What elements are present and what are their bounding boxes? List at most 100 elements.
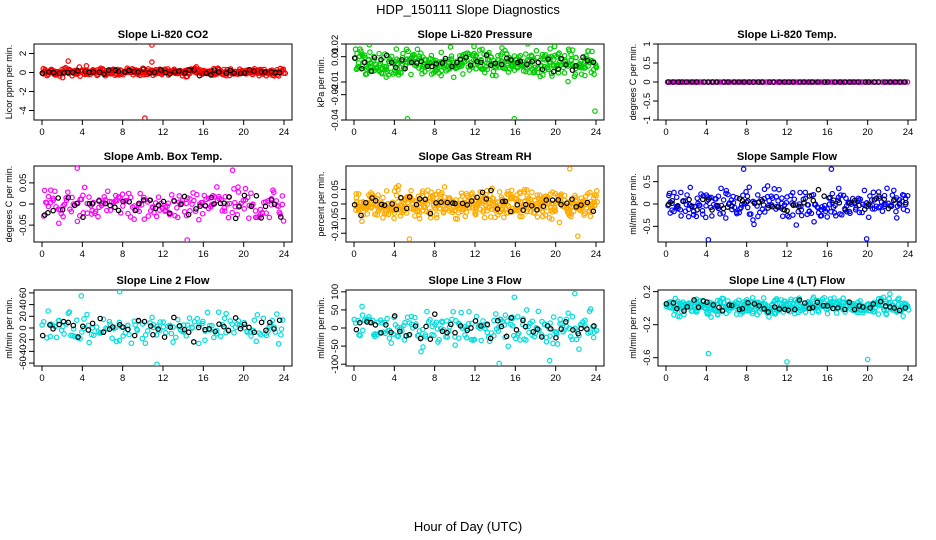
outlier-point: [828, 166, 835, 172]
hourly-point: [806, 79, 812, 85]
hourly-point: [865, 79, 872, 85]
hourly-point: [427, 336, 434, 342]
data-point: [479, 46, 485, 53]
hourly-point: [416, 196, 423, 202]
y-tick-label: -40: [18, 345, 29, 359]
outlier-point: [566, 166, 573, 172]
hourly-point: [771, 304, 778, 310]
hourly-point: [759, 79, 765, 85]
hourly-point: [468, 198, 475, 204]
hourly-point: [558, 55, 564, 62]
data-point: [134, 327, 141, 333]
data-point: [221, 315, 228, 322]
data-point: [496, 324, 502, 330]
data-point: [542, 57, 548, 63]
data-point: [427, 317, 433, 323]
data-point: [568, 51, 574, 58]
hourly-point: [710, 302, 717, 308]
hourly-point: [832, 79, 838, 85]
outlier-point: [511, 115, 518, 120]
hourly-point: [262, 69, 268, 75]
y-tick-label: -2: [18, 87, 29, 95]
hourly-point: [686, 196, 692, 203]
x-tick-label: 24: [591, 127, 602, 138]
data-point: [119, 191, 126, 197]
y-tick-label: -0.2: [642, 317, 653, 333]
x-tick-label: 20: [238, 249, 249, 260]
data-point: [824, 214, 831, 220]
panel-title: Slope Li-820 Pressure: [418, 29, 533, 41]
hourly-point: [870, 301, 877, 307]
hourly-point: [479, 189, 486, 196]
data-point: [126, 331, 132, 338]
hourly-point: [276, 69, 283, 76]
x-tick-label: 20: [862, 249, 873, 260]
hourly-point: [361, 59, 368, 66]
hourly-point: [422, 196, 429, 203]
data-point: [750, 217, 756, 223]
data-point: [86, 339, 92, 346]
data-point: [693, 309, 700, 315]
hourly-point: [85, 327, 92, 333]
hourly-point: [96, 69, 103, 76]
hourly-point: [736, 79, 742, 85]
y-tick-label: 0.5: [642, 56, 653, 69]
data-point: [868, 197, 875, 203]
hourly-point: [431, 311, 438, 317]
data-point: [421, 68, 428, 75]
data-point: [476, 47, 483, 53]
data-point: [61, 201, 68, 208]
data-point: [490, 195, 497, 202]
data-point: [414, 46, 421, 53]
data-point: [248, 190, 254, 197]
panel-title: Slope Line 2 Flow: [117, 275, 210, 287]
y-tick-label: 0.01: [330, 47, 341, 66]
data-point: [471, 336, 478, 343]
hourly-point: [263, 327, 269, 334]
hourly-point: [483, 52, 490, 59]
panel-title: Slope Li-820 CO2: [118, 29, 208, 41]
data-point: [175, 316, 181, 323]
hourly-point: [508, 57, 514, 63]
data-point: [808, 210, 815, 217]
hourly-point: [155, 326, 161, 332]
hourly-point: [412, 323, 419, 329]
hourly-point: [809, 79, 816, 85]
hourly-point: [871, 197, 878, 203]
data-point: [481, 214, 488, 221]
data-point: [74, 218, 81, 225]
hourly-point: [867, 305, 873, 311]
hourly-point: [193, 206, 199, 212]
hourly-point: [670, 79, 677, 85]
data-point: [772, 297, 778, 304]
data-point: [128, 340, 135, 347]
data-point: [465, 320, 472, 327]
data-point: [400, 50, 406, 57]
data-point: [81, 316, 87, 322]
hourly-point: [694, 207, 700, 213]
hourly-point: [875, 79, 882, 85]
hourly-point: [513, 327, 520, 333]
data-point: [875, 311, 882, 317]
data-point: [101, 194, 108, 200]
data-point: [720, 295, 727, 302]
hourly-point: [392, 64, 399, 71]
hourly-point: [171, 198, 177, 204]
data-point: [896, 295, 902, 302]
hourly-point: [232, 215, 239, 222]
data-point: [60, 213, 66, 220]
hourly-point: [877, 298, 884, 305]
hourly-point: [776, 79, 783, 85]
data-point: [279, 193, 286, 199]
data-point: [57, 207, 64, 213]
hourly-point: [388, 329, 394, 336]
hourly-point: [457, 323, 464, 329]
hourly-point: [751, 301, 758, 307]
hourly-point: [815, 79, 821, 85]
outlier-point: [193, 64, 200, 70]
data-point: [842, 309, 848, 315]
hourly-point: [181, 193, 188, 200]
hourly-point: [176, 322, 183, 329]
hourly-point: [862, 79, 869, 85]
data-point: [235, 184, 241, 190]
